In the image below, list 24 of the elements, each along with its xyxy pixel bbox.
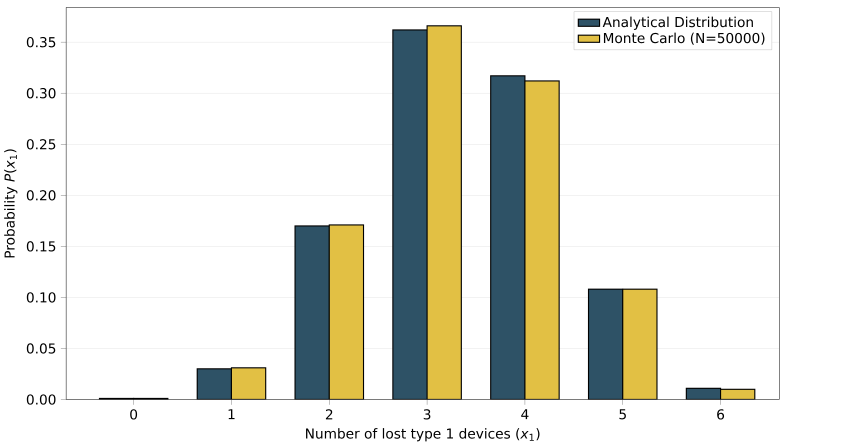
y-tick-label: 0.15 (26, 241, 56, 252)
y-tick-label: 0.30 (26, 88, 56, 98)
y-tick-label: 0.00 (26, 394, 56, 405)
y-tick-label: 0.35 (26, 36, 56, 48)
y-tick-label: 0.10 (26, 292, 56, 302)
x-tick-label: 5 (619, 409, 626, 420)
legend-label: Monte Carlo (N=50000) (604, 32, 764, 45)
x-tick-label: 1 (228, 409, 235, 420)
x-tick-label: 2 (326, 409, 332, 420)
x-tick-label: 4 (521, 409, 529, 420)
bar (196, 368, 232, 400)
x-tick-label: 3 (424, 409, 430, 420)
bar (490, 75, 526, 400)
y-axis-title: Probability P(x$_{1}$) (4, 149, 18, 258)
bar (392, 29, 428, 400)
bar (294, 225, 330, 400)
x-tick-label: 0 (130, 409, 138, 420)
x-tick-label: 6 (717, 409, 724, 420)
legend-label: Analytical Distribution (602, 16, 753, 30)
y-tick-label: 0.05 (26, 343, 56, 354)
x-axis-title: Number of lost type 1 devices (x$_{1}$) (306, 428, 540, 442)
bar (588, 288, 624, 400)
y-tick-label: 0.20 (26, 190, 56, 200)
y-tick-label: 0.25 (26, 139, 56, 150)
